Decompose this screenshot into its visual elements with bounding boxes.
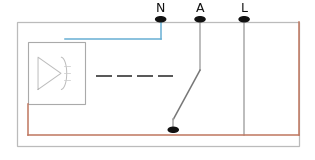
Bar	[28, 42, 85, 104]
Circle shape	[168, 127, 178, 132]
Circle shape	[156, 17, 166, 22]
Bar	[17, 22, 299, 146]
Text: N: N	[156, 2, 165, 15]
Circle shape	[239, 17, 249, 22]
Text: L: L	[241, 2, 248, 15]
Circle shape	[195, 17, 205, 22]
Text: A: A	[196, 2, 204, 15]
